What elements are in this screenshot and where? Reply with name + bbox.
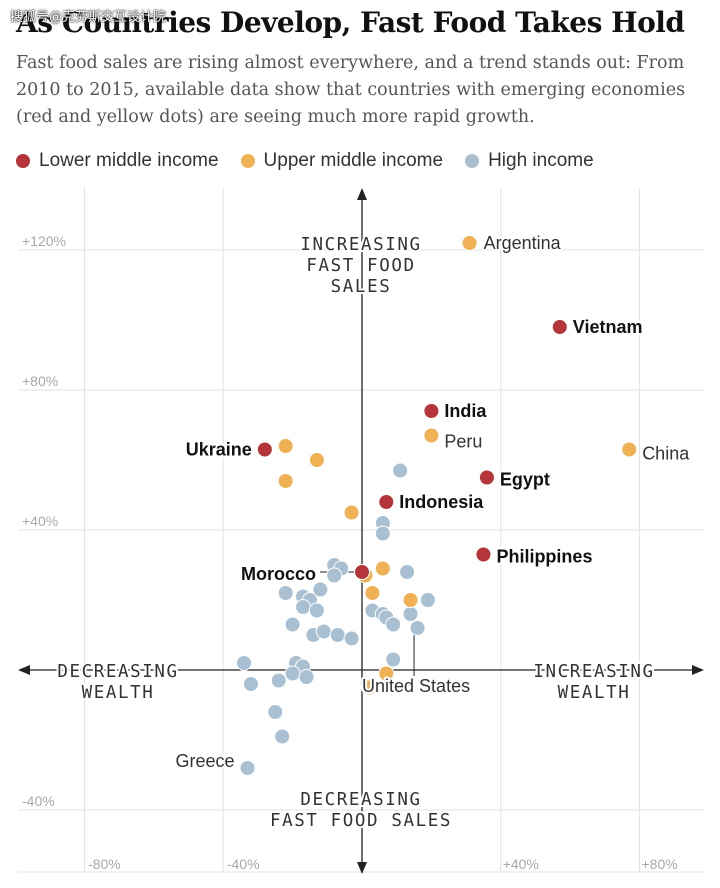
country-label: Philippines (496, 547, 592, 567)
chart-title: As Countries Develop, Fast Food Takes Ho… (16, 6, 685, 39)
data-point-upper (360, 679, 377, 696)
axis-label-top: SALES (331, 277, 392, 297)
data-point-high (419, 592, 436, 608)
country-label: India (444, 401, 487, 421)
country-label: Ukraine (186, 440, 252, 460)
x-tick-label: -80% (88, 856, 121, 872)
arrow-up-icon (357, 188, 367, 200)
data-point-upper (402, 592, 419, 608)
data-point-high (409, 620, 426, 636)
legend-label-high: High income (488, 150, 594, 171)
legend-label-upper-middle: Upper middle income (263, 150, 444, 171)
legend-item-high: High income (465, 150, 594, 172)
data-point-high (312, 581, 329, 598)
data-point-high (242, 676, 259, 692)
y-tick-label: +120% (22, 233, 66, 249)
y-tick-label: -40% (22, 793, 55, 809)
axis-label-top: FAST FOOD (306, 256, 415, 276)
data-point-lower (478, 469, 495, 486)
data-point-high (385, 651, 402, 668)
data-point-high (270, 672, 287, 689)
country-label: Peru (444, 432, 482, 452)
x-tick-label: +80% (641, 856, 677, 872)
country-label: Morocco (241, 564, 316, 584)
x-tick-label: -40% (227, 856, 260, 872)
country-label: United States (362, 676, 470, 696)
country-label: Argentina (484, 233, 562, 253)
axis-label-right: WEALTH (558, 683, 631, 703)
arrow-left-icon (18, 665, 30, 675)
data-point-high (284, 616, 301, 633)
x-tick-label: +40% (503, 856, 539, 872)
data-point-high (326, 567, 343, 584)
data-point-high (329, 627, 346, 643)
arrow-down-icon (357, 862, 367, 874)
data-point-upper (378, 665, 395, 682)
country-label: Egypt (500, 470, 550, 490)
axis-label-bottom: DECREASING (300, 790, 421, 810)
country-label: China (642, 444, 690, 464)
data-point-lower (551, 319, 568, 335)
data-point-upper (374, 560, 391, 577)
legend-dot-high (465, 154, 480, 168)
data-point-high (402, 606, 419, 622)
legend-item-lower-middle: Lower middle income (16, 150, 219, 172)
chart-subtitle: Fast food sales are rising almost everyw… (16, 53, 686, 127)
grid-layer: -80% -40% +40% +80% +120% +80% +40% -40% (18, 188, 704, 873)
axis-label-left: WEALTH (82, 683, 155, 703)
axis-label-bottom: FAST FOOD SALES (270, 811, 452, 831)
data-point-high (399, 564, 416, 580)
data-point-high (385, 616, 402, 633)
data-point-lower (378, 494, 395, 510)
country-label: Vietnam (573, 317, 643, 337)
data-point-high (236, 655, 253, 671)
legend-dot-lower-middle (16, 154, 30, 168)
data-point-high (239, 760, 256, 776)
legend-dot-upper-middle (240, 154, 255, 168)
data-point-high (315, 623, 332, 640)
data-points (236, 235, 638, 776)
data-point-upper (277, 473, 294, 489)
data-point-high (277, 585, 294, 601)
legend: Lower middle income Upper middle income … (16, 150, 616, 172)
axis-label-left: DECREASING (57, 662, 178, 682)
data-point-high (267, 704, 284, 720)
data-point-high (284, 665, 301, 682)
data-point-lower (354, 564, 370, 580)
axis-label-top: INCREASING (300, 235, 421, 255)
watermark-text: 搜狐号@克劳斯交互设计院 (10, 10, 167, 25)
data-point-high (374, 525, 391, 542)
y-tick-label: +40% (22, 513, 58, 529)
data-point-high (295, 599, 312, 615)
axis-layer (18, 188, 704, 874)
arrow-right-icon (692, 665, 704, 675)
data-point-high (392, 462, 409, 479)
data-point-high (274, 728, 291, 745)
legend-label-lower-middle: Lower middle income (39, 150, 219, 171)
legend-item-upper-middle: Upper middle income (240, 150, 444, 172)
country-labels: Argentina Vietnam India Peru Ukraine China Egy… (173, 231, 692, 773)
y-tick-label: +80% (22, 373, 58, 389)
data-point-upper (343, 504, 360, 521)
data-point-upper (364, 585, 381, 601)
data-point-high (308, 602, 325, 619)
country-label: Greece (175, 751, 234, 771)
data-point-high (343, 630, 360, 647)
data-point-upper (308, 452, 325, 468)
data-point-upper (621, 441, 638, 458)
scatter-plot: -80% -40% +40% +80% +120% +80% +40% -40% INCREA… (18, 188, 704, 874)
data-point-upper (423, 427, 440, 444)
data-point-upper (461, 235, 478, 251)
data-point-lower (256, 441, 273, 458)
country-label: Indonesia (399, 492, 484, 512)
data-point-lower (475, 546, 492, 563)
data-point-high (298, 669, 315, 685)
data-point-lower (423, 403, 440, 419)
axis-label-right: INCREASING (533, 662, 654, 682)
data-point-upper (277, 438, 294, 454)
